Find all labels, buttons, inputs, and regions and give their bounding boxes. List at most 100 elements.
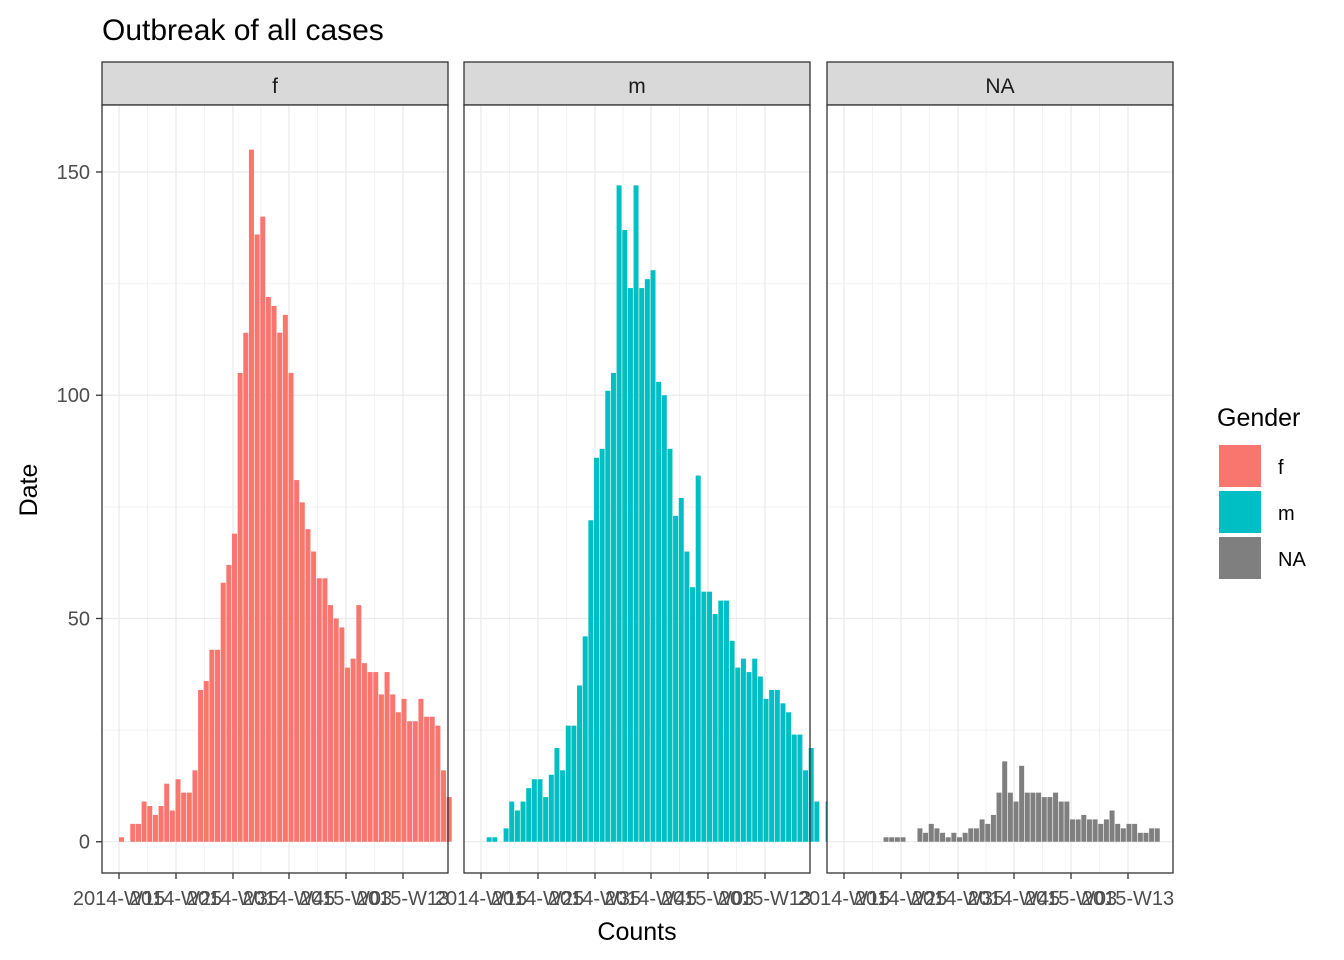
bar bbox=[186, 792, 192, 842]
bar bbox=[215, 649, 221, 842]
bar bbox=[429, 716, 435, 842]
bar bbox=[667, 448, 673, 842]
bar bbox=[361, 663, 367, 842]
bar bbox=[990, 814, 996, 842]
bar bbox=[951, 832, 957, 842]
bar bbox=[968, 828, 974, 842]
bar bbox=[294, 480, 300, 842]
bar bbox=[605, 390, 611, 842]
bar bbox=[1047, 797, 1053, 842]
bar bbox=[169, 810, 175, 842]
facet-strip bbox=[463, 61, 811, 106]
bar bbox=[192, 770, 198, 842]
bar bbox=[164, 783, 170, 842]
bar bbox=[1064, 801, 1070, 842]
bar bbox=[571, 725, 577, 842]
bar bbox=[175, 779, 181, 842]
bar bbox=[367, 672, 373, 842]
bar bbox=[141, 801, 147, 842]
bar bbox=[786, 712, 792, 842]
bar bbox=[1019, 765, 1025, 842]
bar bbox=[339, 627, 345, 842]
bar bbox=[316, 578, 322, 842]
x-tick-label: 2014-W15 bbox=[798, 888, 890, 910]
bar bbox=[418, 698, 424, 842]
bar bbox=[1115, 823, 1121, 842]
bar bbox=[1036, 792, 1042, 842]
panel-na: NA2014-W152014-W252014-W352014-W452015-W… bbox=[798, 61, 1174, 910]
legend-key bbox=[1219, 445, 1261, 487]
bar bbox=[1126, 823, 1132, 842]
bar bbox=[945, 837, 951, 842]
bar bbox=[412, 721, 418, 842]
bar bbox=[260, 216, 266, 842]
x-tick-label: 2014-W15 bbox=[435, 888, 527, 910]
bar bbox=[622, 230, 628, 842]
bar bbox=[780, 703, 786, 842]
bar bbox=[1143, 832, 1149, 842]
y-tick-label: 100 bbox=[57, 385, 90, 407]
bar bbox=[1092, 819, 1098, 842]
facet-panels: f2014-W152014-W252014-W352014-W452015-W0… bbox=[73, 61, 1174, 910]
bar bbox=[311, 551, 317, 842]
bar bbox=[198, 689, 204, 842]
bar bbox=[401, 698, 407, 842]
facet-strip bbox=[826, 61, 1174, 106]
x-tick-label: 2014-W25 bbox=[130, 888, 222, 910]
bar bbox=[883, 837, 889, 842]
bar bbox=[220, 582, 226, 842]
bar bbox=[639, 288, 645, 842]
bar bbox=[1030, 792, 1036, 842]
bar bbox=[135, 823, 141, 842]
bar bbox=[661, 395, 667, 842]
bar bbox=[282, 314, 288, 842]
bar bbox=[271, 305, 277, 842]
bar bbox=[514, 810, 520, 842]
bar bbox=[333, 618, 339, 842]
bar bbox=[441, 770, 447, 842]
bar bbox=[757, 676, 763, 842]
bar bbox=[746, 672, 752, 842]
bar bbox=[894, 837, 900, 842]
bar bbox=[537, 779, 543, 842]
bar bbox=[254, 234, 260, 842]
facet-strip bbox=[101, 61, 449, 106]
x-tick-label: 2014-W45 bbox=[243, 888, 335, 910]
bar bbox=[1024, 792, 1030, 842]
x-tick-label: 2014-W35 bbox=[549, 888, 641, 910]
bar bbox=[277, 332, 283, 842]
x-tick-label: 2015-W03 bbox=[1025, 888, 1117, 910]
bar bbox=[1098, 823, 1104, 842]
bar bbox=[791, 734, 797, 842]
bar bbox=[707, 591, 712, 842]
bar bbox=[209, 649, 215, 842]
bar bbox=[803, 770, 809, 842]
bar bbox=[1132, 823, 1138, 842]
x-tick-label: 2014-W25 bbox=[492, 888, 584, 910]
facet-strip-label: m bbox=[628, 75, 646, 98]
bar bbox=[446, 797, 452, 842]
bar bbox=[384, 672, 390, 842]
bar bbox=[181, 792, 187, 842]
bar bbox=[119, 837, 124, 842]
bar bbox=[889, 837, 895, 842]
x-tick-label: 2014-W15 bbox=[73, 888, 165, 910]
bar bbox=[712, 614, 718, 842]
x-tick-label: 2015-W03 bbox=[662, 888, 754, 910]
bar bbox=[1120, 828, 1126, 842]
facet-strip-label: NA bbox=[985, 75, 1014, 98]
bar bbox=[565, 725, 571, 842]
bar bbox=[718, 600, 724, 842]
bar bbox=[940, 832, 946, 842]
legend-key bbox=[1219, 491, 1261, 533]
legend-label: NA bbox=[1278, 549, 1306, 571]
bar bbox=[237, 372, 243, 842]
bar bbox=[288, 372, 294, 842]
bar bbox=[740, 658, 746, 842]
y-tick-label: 150 bbox=[57, 162, 90, 184]
bar bbox=[226, 564, 232, 842]
bar bbox=[435, 725, 441, 842]
bar bbox=[373, 672, 379, 842]
legend-label: f bbox=[1278, 457, 1284, 479]
